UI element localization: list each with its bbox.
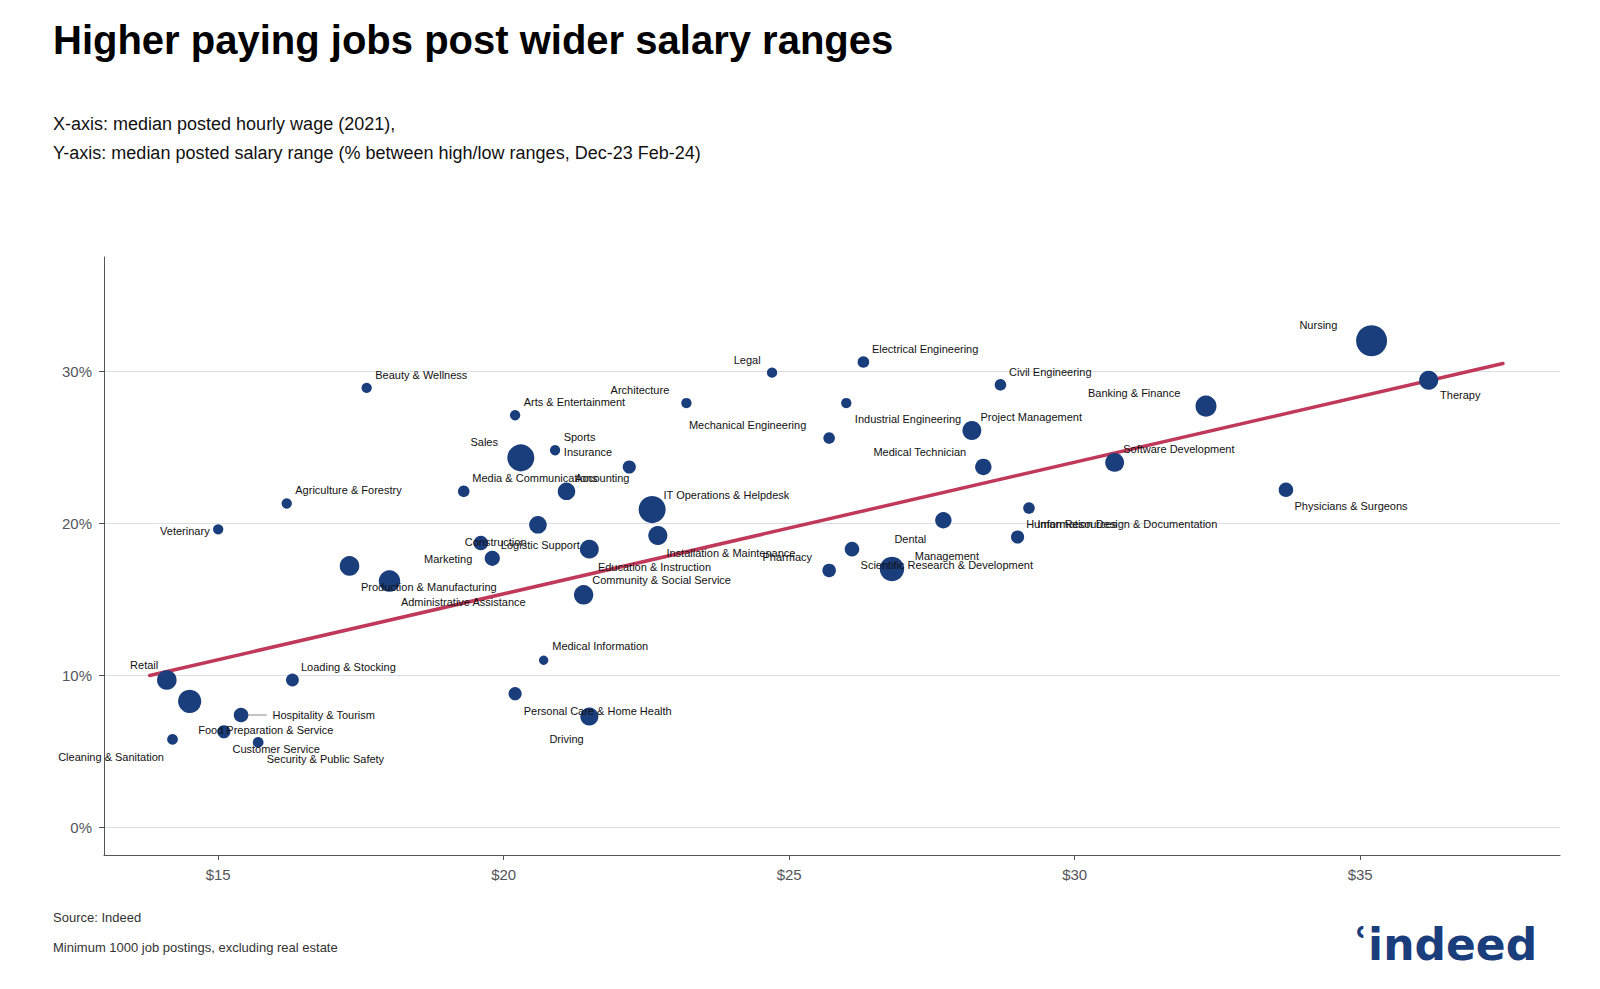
svg-text:Physicians & Surgeons: Physicians & Surgeons	[1294, 500, 1408, 512]
svg-text:Pharmacy: Pharmacy	[762, 551, 812, 563]
svg-text:Medical Technician: Medical Technician	[873, 446, 966, 458]
svg-text:Agriculture & Forestry: Agriculture & Forestry	[295, 484, 402, 496]
svg-text:Logistic Support: Logistic Support	[500, 539, 580, 552]
svg-text:Production & Manufacturing: Production & Manufacturing	[361, 581, 497, 593]
svg-text:Legal: Legal	[734, 354, 761, 366]
svg-text:Customer Service: Customer Service	[232, 743, 320, 756]
svg-text:$20: $20	[491, 866, 516, 883]
svg-text:IT Operations & Helpdesk: IT Operations & Helpdesk	[664, 489, 790, 501]
svg-text:Information Design & Documenta: Information Design & Documentation	[1037, 518, 1218, 531]
svg-text:$15: $15	[206, 866, 231, 883]
svg-text:$25: $25	[777, 866, 802, 883]
svg-text:Arts & Entertainment: Arts & Entertainment	[524, 396, 626, 408]
svg-text:Management: Management	[915, 550, 979, 562]
svg-text:Minimum 1000 job postings, exc: Minimum 1000 job postings, excluding rea…	[53, 940, 338, 955]
svg-text:Therapy: Therapy	[1440, 389, 1481, 401]
svg-text:$35: $35	[1348, 866, 1373, 883]
svg-text:Sales: Sales	[470, 436, 498, 448]
svg-text:Driving: Driving	[549, 733, 583, 745]
svg-text:Hospitality & Tourism: Hospitality & Tourism	[272, 709, 375, 721]
svg-text:Y-axis: median posted salary r: Y-axis: median posted salary range (% be…	[53, 143, 701, 163]
svg-text:Civil Engineering: Civil Engineering	[1009, 366, 1092, 378]
svg-text:Banking & Finance: Banking & Finance	[1088, 387, 1180, 399]
svg-text:X-axis: median posted hourly w: X-axis: median posted hourly wage (2021)…	[53, 114, 395, 134]
svg-text:Beauty & Wellness: Beauty & Wellness	[375, 369, 468, 381]
svg-text:Accounting: Accounting	[575, 472, 629, 484]
svg-text:Dental: Dental	[894, 533, 926, 545]
svg-text:20%: 20%	[62, 515, 92, 532]
svg-text:Project Management: Project Management	[980, 411, 1081, 423]
svg-text:Mechanical Engineering: Mechanical Engineering	[689, 419, 806, 431]
svg-text:Veterinary: Veterinary	[160, 525, 210, 537]
svg-text:Retail: Retail	[130, 659, 158, 671]
svg-text:Loading & Stocking: Loading & Stocking	[301, 661, 396, 673]
svg-text:Higher paying jobs post wider: Higher paying jobs post wider salary ran…	[53, 18, 893, 62]
svg-text:$30: $30	[1062, 866, 1087, 883]
svg-text:Scientific Research & Developm: Scientific Research & Development	[860, 559, 1033, 572]
svg-text:Insurance: Insurance	[564, 446, 612, 458]
svg-text:Food Preparation & Service: Food Preparation & Service	[198, 724, 333, 736]
svg-text:Sports: Sports	[564, 431, 596, 443]
svg-text:Personal Care & Home Health: Personal Care & Home Health	[524, 705, 672, 717]
svg-text:Education & Instruction: Education & Instruction	[598, 561, 711, 573]
svg-text:Administrative Assistance: Administrative Assistance	[401, 596, 526, 608]
svg-text:Construction: Construction	[465, 536, 527, 548]
svg-text:Software Development: Software Development	[1123, 443, 1234, 455]
svg-text:Community & Social Service: Community & Social Service	[592, 574, 731, 586]
svg-text:10%: 10%	[62, 667, 92, 684]
svg-text:Cleaning & Sanitation: Cleaning & Sanitation	[58, 751, 164, 763]
svg-text:0%: 0%	[70, 819, 92, 836]
svg-text:Architecture: Architecture	[611, 384, 670, 396]
svg-text:Security & Public Safety: Security & Public Safety	[267, 753, 385, 765]
svg-text:Media & Communications: Media & Communications	[472, 472, 598, 485]
svg-text:Industrial Engineering: Industrial Engineering	[855, 413, 961, 425]
svg-text:Installation & Maintenance: Installation & Maintenance	[666, 547, 796, 560]
svg-text:30%: 30%	[62, 363, 92, 380]
svg-text:Medical Information: Medical Information	[552, 640, 648, 652]
svg-text:Source: Indeed: Source: Indeed	[53, 910, 141, 925]
svg-text:Nursing: Nursing	[1299, 319, 1337, 331]
svg-text:ʿindeed: ʿindeed	[1352, 919, 1537, 970]
svg-text:Human Resources: Human Resources	[1026, 518, 1118, 530]
svg-text:Electrical Engineering: Electrical Engineering	[872, 343, 978, 355]
svg-text:Marketing: Marketing	[424, 553, 472, 565]
